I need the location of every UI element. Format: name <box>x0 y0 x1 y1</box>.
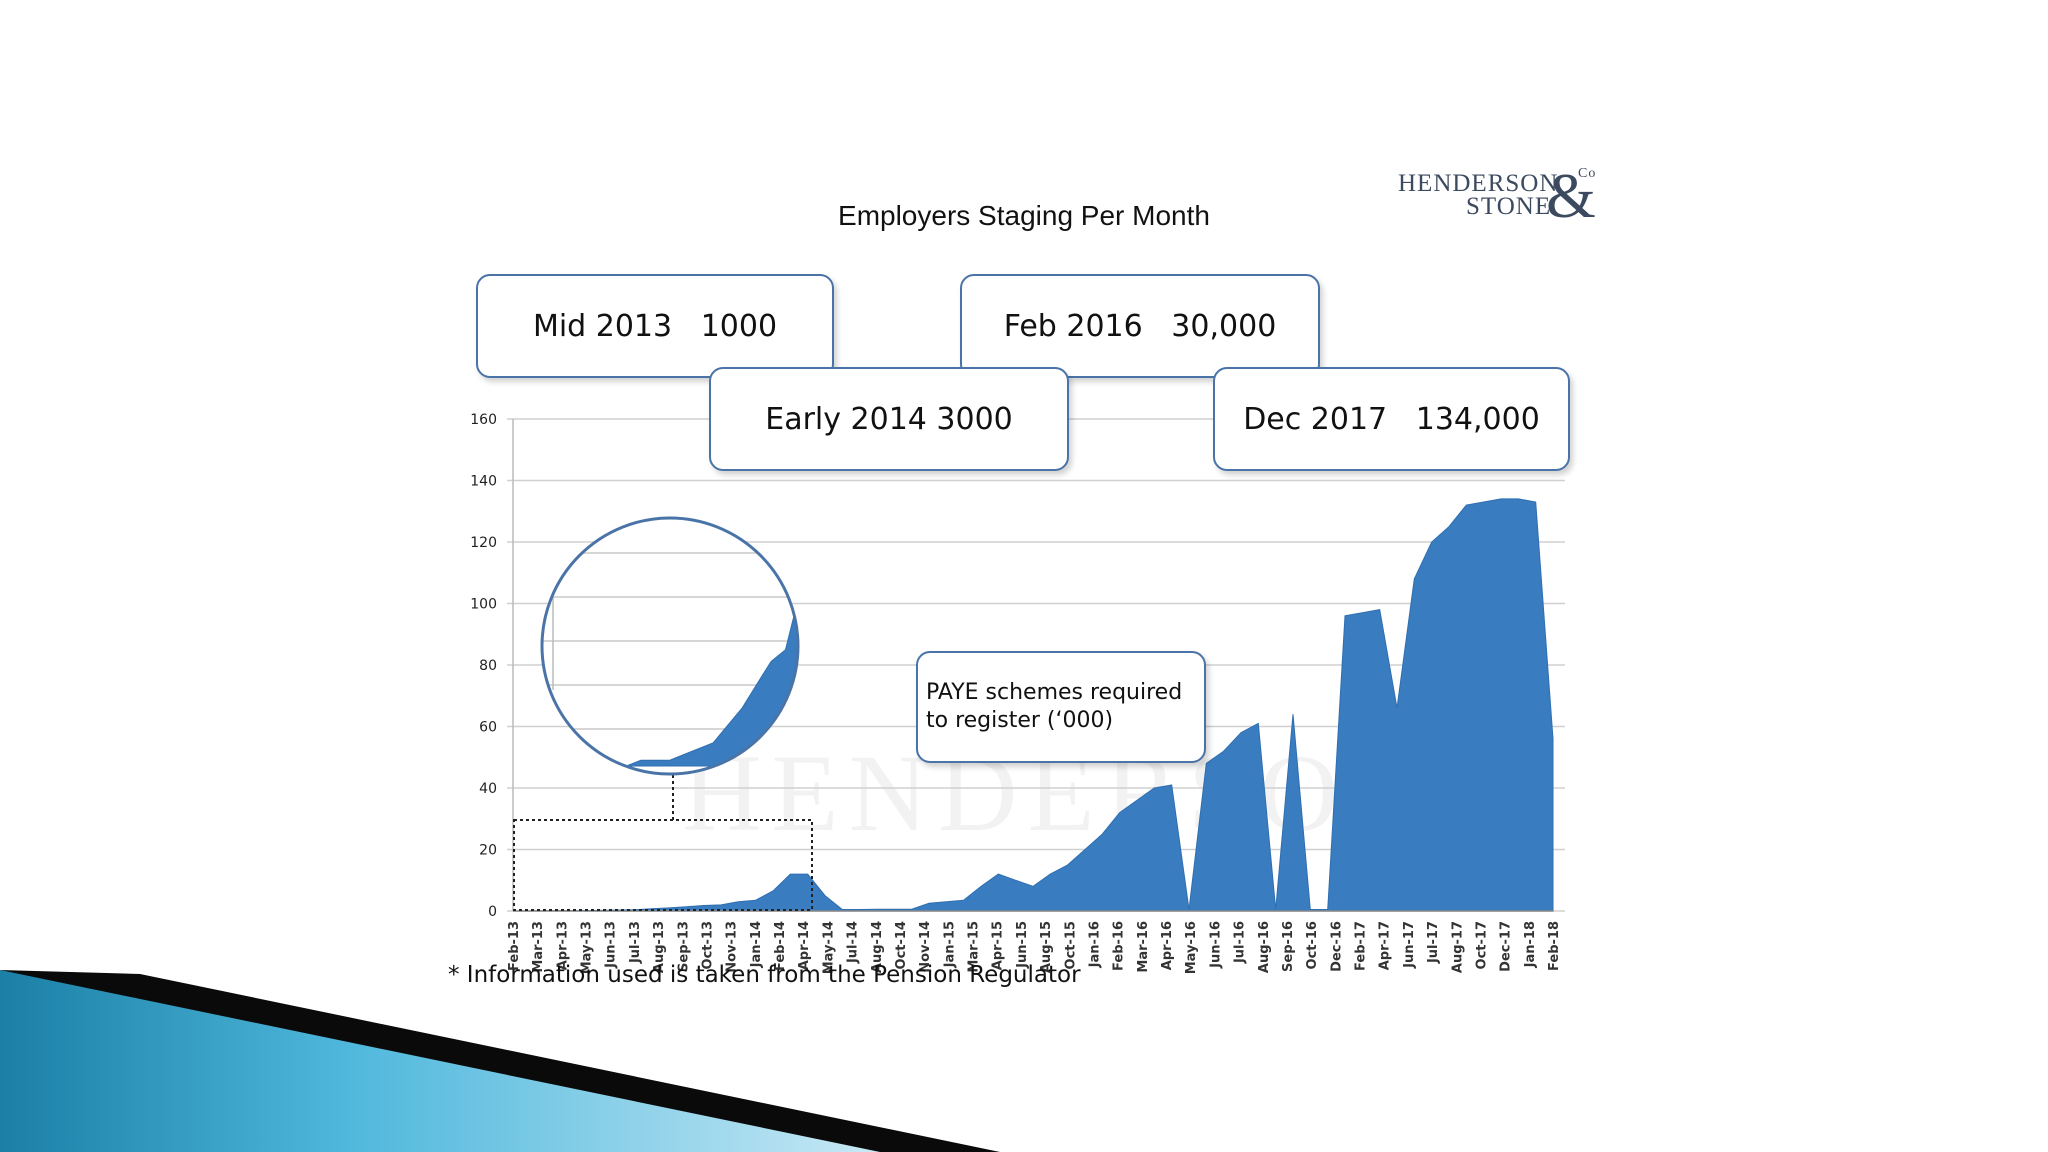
x-tick-label: Aug-14 <box>870 921 885 973</box>
x-tick-label: Apr-17 <box>1378 921 1393 970</box>
y-tick-label: 20 <box>479 843 497 859</box>
x-tick-label: Sep-13 <box>676 921 691 972</box>
x-tick-label: Nov-14 <box>918 921 933 973</box>
x-tick-label: Feb-18 <box>1547 921 1562 971</box>
x-tick-label: Feb-17 <box>1354 921 1369 971</box>
magnifier-background <box>542 518 798 774</box>
x-tick-label: Aug-16 <box>1257 921 1272 973</box>
area-series <box>513 498 1554 912</box>
x-tick-label: Jan-15 <box>942 921 957 968</box>
x-tick-label: Jul-17 <box>1426 921 1441 964</box>
callout-mid-2013: Mid 2013 1000 <box>476 274 834 378</box>
x-tick-label: Jun-17 <box>1402 921 1417 969</box>
logo-co: Co <box>1578 166 1597 181</box>
x-tick-label: Jan-14 <box>749 921 764 968</box>
magnified-area <box>612 591 798 767</box>
x-tick-label: Jan-16 <box>1087 921 1102 968</box>
x-tick-label: Mar-13 <box>531 921 546 973</box>
x-tick-label: Apr-13 <box>555 921 570 970</box>
x-tick-label: Oct-13 <box>700 921 715 969</box>
logo-line-1: HENDERSON <box>1398 170 1559 197</box>
x-tick-label: Apr-15 <box>991 921 1006 970</box>
x-tick-label: Jul-13 <box>628 921 643 964</box>
x-tick-label: Jul-14 <box>846 921 861 964</box>
x-tick-label: Dec-17 <box>1499 921 1514 972</box>
y-tick-label: 160 <box>470 412 497 428</box>
x-tick-label: Feb-16 <box>1112 921 1127 971</box>
zoom-region-box <box>513 819 813 911</box>
x-tick-label: Jun-15 <box>1015 921 1030 969</box>
x-tick-label: Oct-15 <box>1063 921 1078 969</box>
x-tick-label: Apr-16 <box>1160 921 1175 970</box>
x-tick-label: Oct-14 <box>894 921 909 969</box>
zoom-magnifier <box>540 516 800 776</box>
logo-line-2: STONE <box>1466 193 1552 220</box>
y-tick-label: 80 <box>479 658 497 674</box>
x-tick-label: Nov-13 <box>725 921 740 973</box>
x-tick-label: May-16 <box>1184 921 1199 974</box>
henderson-stone-logo: HENDERSON STONE & Co <box>1398 164 1598 230</box>
x-tick-label: Jul-16 <box>1233 921 1248 964</box>
paye-note: PAYE schemes required to register (‘000) <box>916 651 1206 763</box>
decorative-band <box>0 970 1000 1152</box>
callout-dec-2017: Dec 2017 134,000 <box>1213 367 1570 471</box>
x-tick-label: Dec-16 <box>1329 921 1344 972</box>
x-tick-label: Aug-17 <box>1450 921 1465 973</box>
x-tick-label: Aug-15 <box>1039 921 1054 973</box>
magnifier-ring <box>540 516 800 776</box>
x-tick-label: Mar-16 <box>1136 921 1151 973</box>
x-tick-label: May-13 <box>580 921 595 974</box>
y-tick-label: 120 <box>470 535 497 551</box>
x-tick-label: Jun-16 <box>1208 921 1223 969</box>
y-tick-label: 100 <box>470 597 497 613</box>
y-tick-label: 40 <box>479 781 497 797</box>
x-tick-label: May-14 <box>821 921 836 974</box>
footnote: * Information used is taken from the Pen… <box>448 962 1081 988</box>
x-tick-label: Mar-15 <box>967 921 982 973</box>
logo-ampersand: & <box>1546 160 1596 231</box>
callout-early-2014: Early 2014 3000 <box>709 367 1069 471</box>
callout-feb-2016: Feb 2016 30,000 <box>960 274 1320 378</box>
y-tick-label: 60 <box>479 720 497 736</box>
y-tick-label: 140 <box>470 474 497 490</box>
x-tick-label: Oct-17 <box>1474 921 1489 969</box>
y-tick-label: 0 <box>488 904 497 920</box>
x-tick-label: Feb-13 <box>507 921 522 971</box>
chart-title: Employers Staging Per Month <box>838 200 1210 231</box>
x-tick-label: Aug-13 <box>652 921 667 973</box>
x-tick-label: Jan-18 <box>1523 921 1538 968</box>
x-tick-label: Apr-14 <box>797 921 812 970</box>
x-tick-label: Oct-16 <box>1305 921 1320 969</box>
x-tick-label: Sep-16 <box>1281 921 1296 972</box>
x-tick-label: Jun-13 <box>604 921 619 969</box>
x-tick-label: Feb-14 <box>773 921 788 971</box>
